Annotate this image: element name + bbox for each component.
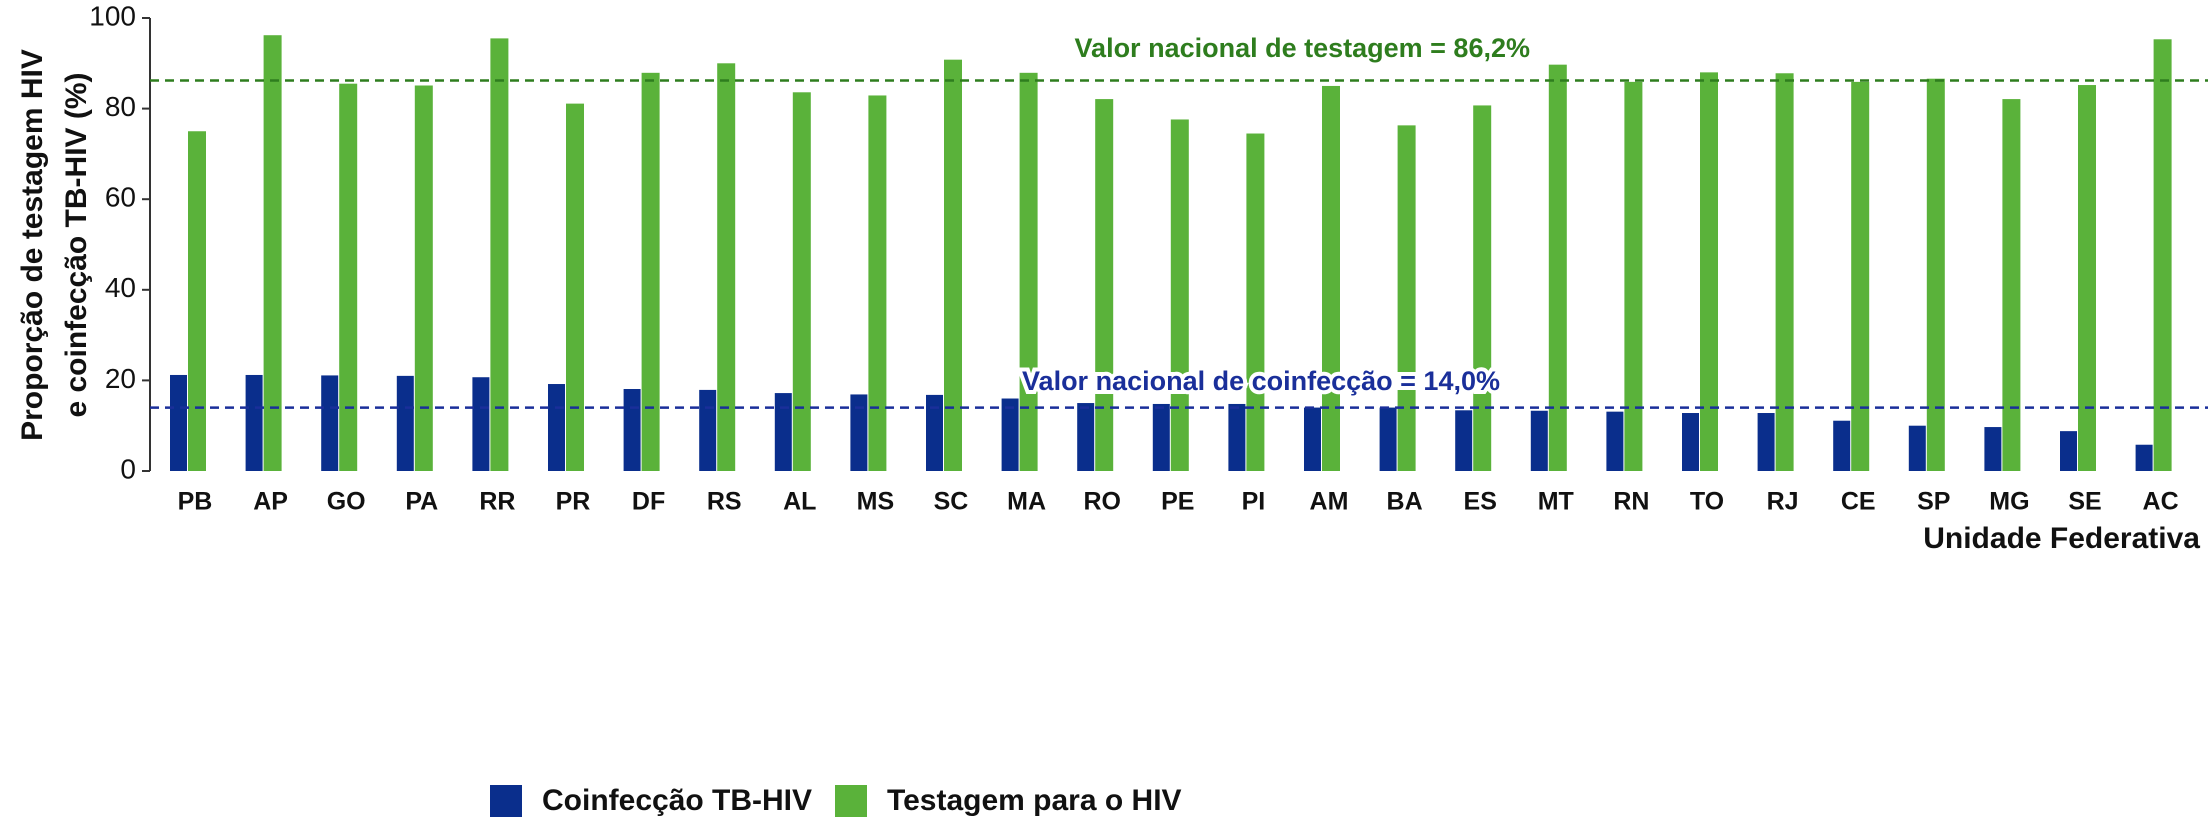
x-tick-label: DF (632, 488, 665, 516)
bar (774, 393, 792, 471)
x-tick-label: MT (1538, 488, 1574, 516)
bar (850, 394, 868, 471)
bar (717, 63, 736, 472)
x-tick-label: PA (405, 488, 438, 516)
bar (1152, 403, 1170, 471)
bar (472, 377, 490, 471)
bar (699, 389, 717, 471)
bar (1624, 81, 1643, 472)
bar (1606, 411, 1624, 471)
bar (1077, 403, 1095, 471)
bar (792, 92, 811, 472)
y-axis-label: e coinfecção TB-HIV (%) (60, 72, 93, 417)
x-tick-label: PI (1242, 488, 1266, 516)
x-tick-label: RR (479, 488, 515, 516)
x-tick-label: BA (1387, 488, 1423, 516)
x-tick-label: MG (1989, 488, 2029, 516)
bar (1001, 398, 1019, 471)
bar (1908, 425, 1926, 471)
bar (2060, 431, 2077, 471)
bar (1700, 72, 1718, 472)
x-tick-label: TO (1690, 488, 1724, 516)
bar (1304, 407, 1321, 471)
x-tick-label: AL (783, 488, 816, 516)
x-tick-label: RJ (1767, 488, 1799, 516)
x-tick-label: PE (1161, 488, 1194, 516)
bar (1473, 105, 1492, 471)
y-tick-label: 20 (105, 363, 136, 394)
bar (548, 384, 565, 471)
bar (396, 375, 414, 471)
reference-label: Valor nacional de coinfecção = 14,0% (1022, 366, 1500, 396)
x-tick-label: AP (253, 488, 288, 516)
bar (1851, 81, 1870, 472)
bar (2002, 99, 2021, 471)
bar (1379, 407, 1397, 471)
bar (1775, 73, 1794, 472)
y-tick-label: 100 (89, 0, 136, 31)
bar (188, 131, 206, 471)
reference-label: Valor nacional de testagem = 86,2% (1075, 33, 1530, 63)
bar (263, 35, 282, 472)
legend-label: Testagem para o HIV (887, 784, 1182, 817)
bar (1926, 78, 1945, 472)
x-tick-label: MS (857, 488, 895, 516)
bar (1833, 420, 1851, 471)
bar (1228, 403, 1246, 471)
x-tick-label: PB (178, 488, 213, 516)
bar (868, 95, 887, 471)
y-tick-label: 0 (120, 453, 136, 484)
x-tick-label: SP (1917, 488, 1950, 516)
bar (944, 59, 962, 472)
bar (1682, 413, 1699, 471)
x-tick-label: GO (327, 488, 366, 516)
x-tick-label: PR (556, 488, 591, 516)
bar (1397, 125, 1416, 472)
bar (414, 85, 433, 471)
x-tick-label: CE (1841, 488, 1876, 516)
legend-swatch (835, 785, 867, 817)
bar (1246, 133, 1265, 471)
bar (1170, 119, 1189, 472)
bar (1322, 85, 1340, 471)
bar (1984, 427, 2002, 471)
bar (339, 83, 358, 471)
bar (926, 394, 943, 471)
x-tick-label: AM (1310, 488, 1349, 516)
x-tick-label: RS (707, 488, 742, 516)
bar (245, 374, 263, 471)
legend-label: Coinfecção TB-HIV (542, 784, 812, 817)
x-tick-label: AC (2143, 488, 2179, 516)
x-axis-label: Unidade Federativa (1923, 522, 2200, 555)
x-tick-label: RO (1083, 488, 1121, 516)
y-axis-label: Proporção de testagem HIV (16, 49, 49, 441)
bar (641, 72, 660, 472)
bar (1757, 413, 1775, 471)
bar (321, 375, 339, 471)
x-tick-label: MA (1007, 488, 1046, 516)
bar (1095, 99, 1114, 471)
bar (490, 38, 509, 471)
bar (1530, 410, 1548, 471)
bar (566, 103, 584, 471)
legend-swatch (490, 785, 522, 817)
x-tick-label: SE (2068, 488, 2101, 516)
bar (2153, 39, 2172, 471)
bar (170, 374, 187, 471)
bar (623, 389, 641, 471)
y-tick-label: 80 (105, 91, 136, 122)
bar (2078, 85, 2096, 471)
bar (1548, 64, 1567, 471)
bar (2135, 444, 2153, 471)
y-tick-label: 60 (105, 182, 136, 213)
bar (1019, 72, 1038, 472)
x-tick-label: SC (934, 488, 969, 516)
y-tick-label: 40 (105, 272, 136, 303)
x-tick-label: RN (1613, 488, 1649, 516)
bar (1455, 410, 1473, 471)
x-tick-label: ES (1464, 488, 1497, 516)
